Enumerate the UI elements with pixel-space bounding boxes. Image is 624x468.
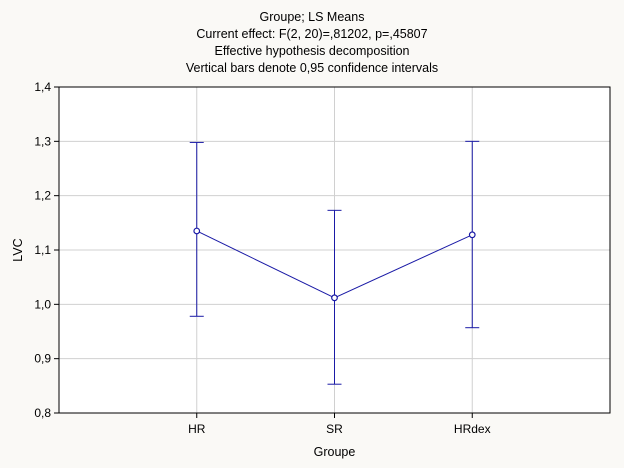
- y-tick-label: 0,8: [34, 406, 51, 420]
- axis-ticks: 0,8 0,9 1,0 1,1 1,2 1,3 1,4 HR SR HRdex: [34, 80, 490, 436]
- x-axis-label: Groupe: [314, 445, 356, 459]
- chart-title: Groupe; LS Means Current effect: F(2, 20…: [186, 10, 438, 75]
- x-tick-label: HRdex: [454, 422, 491, 436]
- y-tick-label: 1,3: [34, 134, 51, 148]
- data-point: [331, 294, 338, 302]
- title-line-1: Groupe; LS Means: [260, 10, 365, 24]
- x-tick-label: SR: [326, 422, 343, 436]
- title-line-4: Vertical bars denote 0,95 confidence int…: [186, 61, 438, 75]
- data-point: [193, 227, 201, 235]
- y-tick-label: 0,9: [34, 352, 51, 366]
- title-line-3: Effective hypothesis decomposition: [214, 44, 409, 58]
- series-group: [189, 140, 480, 385]
- plot-frame: [58, 86, 611, 414]
- title-line-2: Current effect: F(2, 20)=,81202, p=,4580…: [196, 27, 427, 41]
- y-tick-label: 1,0: [34, 297, 51, 311]
- data-point: [468, 231, 476, 239]
- y-axis-label: LVC: [11, 238, 25, 261]
- x-tick-label: HR: [188, 422, 206, 436]
- y-tick-label: 1,2: [34, 189, 51, 203]
- y-tick-label: 1,1: [34, 243, 51, 257]
- y-tick-label: 1,4: [34, 80, 51, 94]
